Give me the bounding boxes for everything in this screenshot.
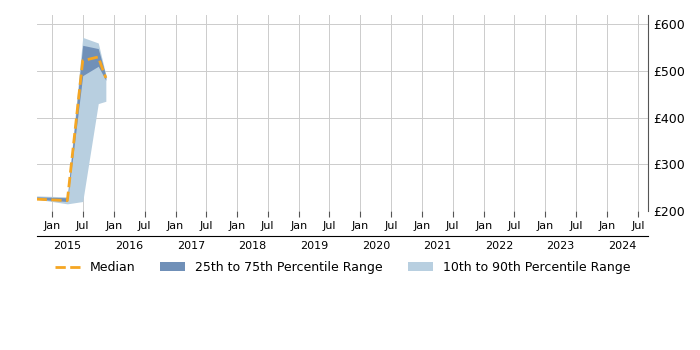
Legend: Median, 25th to 75th Percentile Range, 10th to 90th Percentile Range: Median, 25th to 75th Percentile Range, 1… xyxy=(50,256,636,279)
